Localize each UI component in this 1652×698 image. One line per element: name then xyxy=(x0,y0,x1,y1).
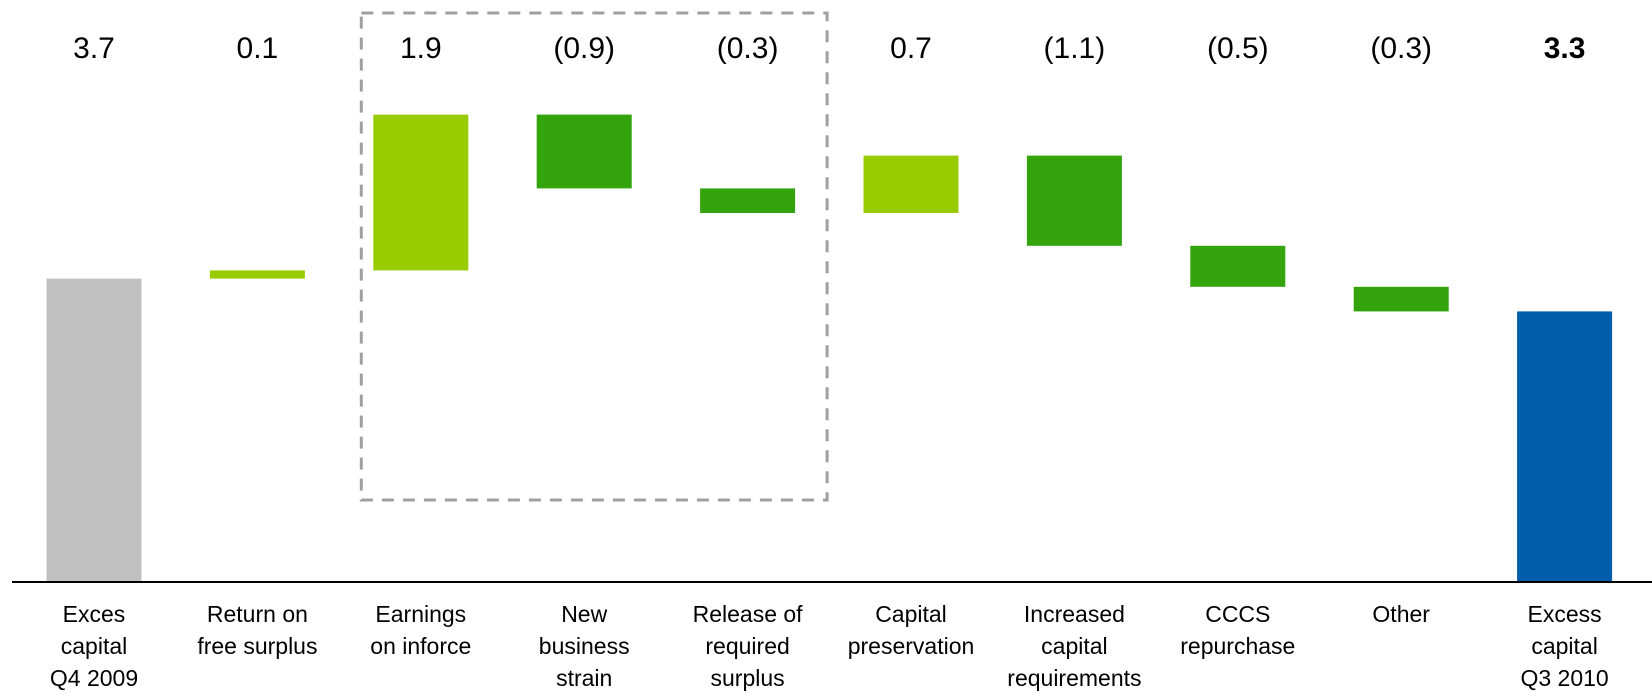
bar-2 xyxy=(373,114,469,271)
value-label-7: (0.5) xyxy=(1207,32,1269,65)
category-label-4-line-1: required xyxy=(705,633,789,659)
overlay-layer xyxy=(12,11,1652,583)
bar-5 xyxy=(863,155,959,213)
bar-8 xyxy=(1353,286,1449,312)
bar-9 xyxy=(1517,311,1613,582)
value-label-0: 3.7 xyxy=(73,32,115,65)
category-label-9-line-2: Q3 2010 xyxy=(1520,665,1608,691)
bar-7 xyxy=(1190,245,1286,287)
category-label-3-line-0: New xyxy=(561,601,607,627)
category-label-4-line-2: surplus xyxy=(711,665,785,691)
value-label-2: 1.9 xyxy=(400,32,442,65)
category-label-7-line-1: repurchase xyxy=(1180,633,1295,659)
category-label-6-line-0: Increased xyxy=(1024,601,1125,627)
category-label-2-line-0: Earnings xyxy=(375,601,466,627)
category-label-2-line-1: on inforce xyxy=(370,633,471,659)
category-label-9-line-1: capital xyxy=(1531,633,1597,659)
value-label-5: 0.7 xyxy=(890,32,932,65)
category-label-6-line-2: requirements xyxy=(1007,665,1141,691)
category-label-4-line-0: Release of xyxy=(693,601,804,627)
value-label-1: 0.1 xyxy=(237,32,279,65)
value-label-8: (0.3) xyxy=(1370,32,1432,65)
category-labels-layer: Exces capital Q4 2009 Return on free surplus… xyxy=(50,601,1609,691)
bars-layer xyxy=(46,114,1613,582)
bar-6 xyxy=(1026,155,1122,246)
value-labels-layer: 3.7 0.1 1.9 (0.9) (0.3) 0.7 (1.1) (0.5) (0.3) 3.3 xyxy=(73,32,1585,65)
category-label-3-line-2: strain xyxy=(556,665,612,691)
category-label-5-line-0: Capital xyxy=(875,601,947,627)
category-label-5-line-1: preservation xyxy=(848,633,975,659)
category-label-0-line-0: Exces xyxy=(63,601,126,627)
bar-0 xyxy=(46,278,142,582)
category-label-1-line-0: Return on xyxy=(207,601,308,627)
highlight-group-box xyxy=(359,11,829,502)
bar-1 xyxy=(209,270,305,279)
category-label-6-line-1: capital xyxy=(1041,633,1107,659)
value-label-3: (0.9) xyxy=(553,32,615,65)
category-label-0-line-1: capital xyxy=(61,633,127,659)
value-label-9: 3.3 xyxy=(1544,32,1586,65)
category-label-3-line-1: business xyxy=(539,633,630,659)
category-label-8-line-0: Other xyxy=(1372,601,1430,627)
category-label-1-line-1: free surplus xyxy=(197,633,317,659)
category-label-0-line-2: Q4 2009 xyxy=(50,665,138,691)
value-label-4: (0.3) xyxy=(717,32,779,65)
value-label-6: (1.1) xyxy=(1044,32,1106,65)
category-label-7-line-0: CCCS xyxy=(1205,601,1270,627)
bar-3 xyxy=(536,114,632,189)
category-label-9-line-0: Excess xyxy=(1528,601,1602,627)
bar-4 xyxy=(700,188,796,213)
